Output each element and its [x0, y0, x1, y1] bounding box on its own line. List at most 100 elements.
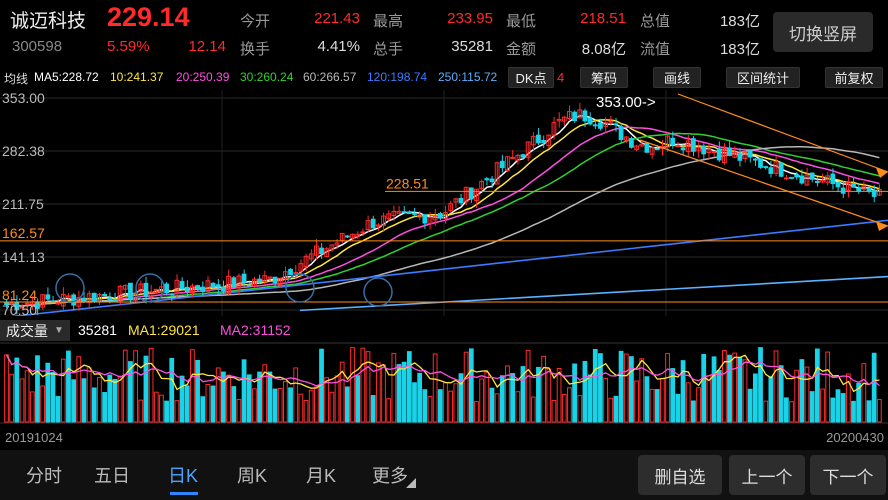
volume-bar	[50, 372, 56, 423]
candle-body	[613, 123, 619, 126]
volume-bar	[221, 371, 226, 423]
candle-body	[773, 161, 779, 174]
candle-body	[164, 283, 169, 294]
switch-portrait-button[interactable]: 切换竖屏	[773, 12, 873, 52]
candle-body	[716, 148, 722, 161]
candle-body	[267, 276, 273, 279]
volume-bar	[644, 376, 650, 423]
volume-bar	[758, 347, 763, 423]
candle-body	[840, 187, 846, 194]
volume-bar	[654, 389, 660, 423]
previous-stock-button[interactable]: 上一个	[729, 455, 805, 495]
candle-body	[236, 275, 242, 289]
volume-bar	[339, 361, 345, 423]
candle-body	[241, 273, 247, 283]
ma30-value: 30:260.24	[240, 70, 294, 84]
volume-bar	[226, 374, 231, 423]
candle-body	[830, 173, 836, 185]
volume-bar	[324, 377, 330, 423]
volume-bar	[458, 373, 464, 423]
volume-bar	[117, 375, 123, 423]
candle-body	[629, 138, 634, 148]
low-field: 最低 218.51	[506, 10, 626, 31]
volume-bar	[489, 387, 495, 423]
candle-body	[184, 286, 190, 293]
volume-bar	[19, 378, 25, 423]
candle-body	[794, 174, 800, 178]
dk-marker-icon	[55, 273, 85, 303]
remove-watchlist-button[interactable]: 删自选	[638, 455, 722, 495]
open-label: 今开	[240, 13, 271, 30]
volume-bar	[303, 400, 309, 423]
candle-body	[768, 167, 774, 174]
candle-body	[809, 172, 815, 180]
volume-bar	[174, 400, 180, 423]
candle-body	[344, 235, 350, 238]
candle-body	[288, 268, 293, 276]
adjust-button[interactable]: 前复权	[825, 67, 883, 88]
candle-body	[670, 137, 676, 146]
candle-body	[489, 178, 495, 183]
range-stats-button[interactable]: 区间统计	[726, 67, 800, 88]
candle-body	[257, 278, 262, 283]
volume-bar	[293, 367, 299, 423]
tab-intraday[interactable]: 分时	[26, 466, 62, 486]
volume-bar	[35, 355, 40, 423]
tab-weekly-k[interactable]: 周K	[237, 466, 268, 486]
candle-body	[386, 213, 392, 219]
dk-point-button[interactable]: DK点	[508, 67, 554, 88]
candle-body	[417, 214, 423, 218]
tab-more[interactable]: 更多	[372, 466, 408, 486]
level-marker: 81.24	[2, 287, 37, 303]
volume-bar	[463, 351, 469, 423]
peak-marker: 353.00->	[596, 94, 656, 111]
volume-bar	[422, 389, 428, 423]
volume-bar	[778, 365, 784, 423]
volume-bar	[386, 398, 392, 423]
candle-body	[401, 211, 407, 214]
ma120-value: 120:198.74	[367, 70, 428, 84]
volume-bar	[680, 360, 686, 423]
chevron-down-icon: ▼	[54, 325, 64, 336]
candle-body	[556, 118, 562, 122]
price-axis-label: 353.00	[2, 90, 45, 106]
candle-body	[804, 174, 810, 186]
trend-channel-lower	[639, 139, 888, 227]
volume-bar	[510, 373, 516, 423]
amount-field: 金额 8.08亿	[506, 38, 626, 59]
candle-body	[742, 151, 748, 160]
volume-bar	[71, 379, 77, 423]
candlestick-chart[interactable]: 353.00 282.38 211.75 141.13 70.50 353.00-> 228…	[0, 90, 888, 316]
volume-chart[interactable]	[0, 342, 888, 424]
candle-body	[758, 158, 763, 168]
tab-five-day[interactable]: 五日	[94, 466, 130, 486]
candle-body	[577, 109, 583, 119]
volume-bar	[794, 369, 800, 423]
volume-bar	[9, 373, 15, 423]
draw-line-button[interactable]: 画线	[653, 67, 701, 88]
candle-body	[463, 186, 469, 203]
volume-bar	[143, 355, 149, 423]
volume-bar	[752, 373, 758, 423]
float-label: 流值	[640, 41, 671, 58]
volume-bar	[60, 358, 66, 423]
volume-bar	[536, 366, 541, 423]
volume-bar	[277, 387, 283, 423]
candle-body	[303, 255, 309, 268]
tab-monthly-k[interactable]: 月K	[306, 466, 337, 486]
candle-body	[200, 286, 206, 293]
tab-daily-k[interactable]: 日K	[168, 466, 199, 486]
volume-bar	[45, 362, 51, 423]
volume-bar	[474, 401, 479, 423]
open-field: 今开 221.43	[240, 10, 360, 31]
volume-indicator-tab[interactable]: 成交量 ▼	[0, 320, 70, 341]
chips-button[interactable]: 筹码	[580, 67, 628, 88]
ma60-value: 60:266.57	[303, 70, 357, 84]
price-axis-label: 141.13	[2, 249, 45, 265]
candle-body	[587, 117, 593, 125]
candle-body	[205, 280, 211, 292]
volume-bar	[396, 364, 402, 423]
dk-count: 4	[557, 70, 565, 85]
volume-bar	[412, 382, 417, 423]
next-stock-button[interactable]: 下一个	[810, 455, 886, 495]
